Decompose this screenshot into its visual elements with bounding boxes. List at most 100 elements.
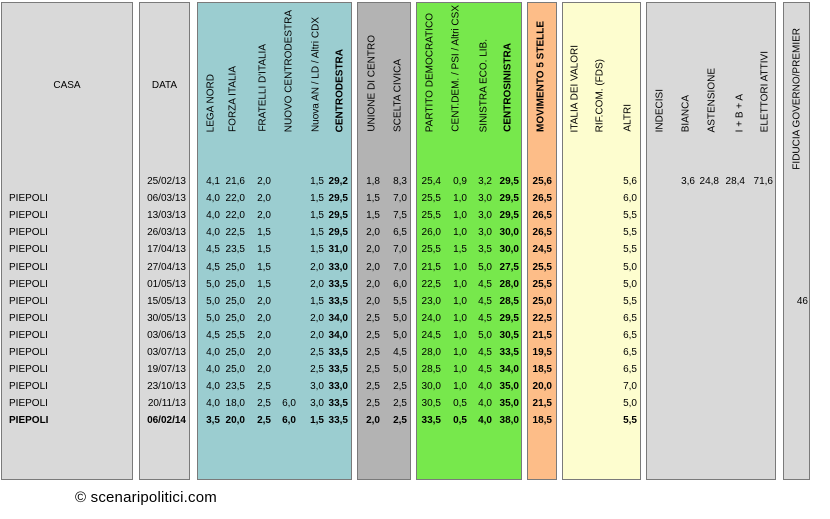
header-data: DATA xyxy=(151,80,178,91)
cell-cdx: 34,0 xyxy=(328,329,348,341)
cell-udc: 2,5 xyxy=(366,398,380,410)
cell-fdi: 2,0 xyxy=(257,176,271,187)
table-row: PIEPOLI 30/05/13 5,0 25,0 2,0 2,0 34,0 2,5 5,0 24… xyxy=(0,311,830,328)
cell-cd: 1,0 xyxy=(453,278,467,290)
cell-sc: 7,0 xyxy=(393,261,407,273)
header-fdi: FRATELLI D'ITALIA xyxy=(257,44,269,132)
cell-casa: PIEPOLI xyxy=(9,415,49,427)
cell-sc: 5,0 xyxy=(393,364,407,376)
header-idv: ITALIA DEI VALORI xyxy=(569,44,581,132)
cell-altri: 5,5 xyxy=(623,415,637,427)
panel-centro xyxy=(357,2,411,480)
cell-fdi: 2,0 xyxy=(257,329,271,341)
cell-cdx: 33,0 xyxy=(328,381,348,393)
cell-csx: 35,0 xyxy=(499,381,519,393)
cell-an: 2,0 xyxy=(310,278,324,290)
cell-lega: 5,0 xyxy=(206,295,220,307)
cell-pd: 28,5 xyxy=(421,364,441,376)
cell-udc: 2,0 xyxy=(366,278,380,290)
cell-sc: 2,5 xyxy=(393,381,407,393)
table-row: PIEPOLI 06/03/13 4,0 22,0 2,0 1,5 29,5 1,5 7,0 25… xyxy=(0,191,830,208)
cell-m5s: 25,0 xyxy=(532,295,552,307)
panel-centrosinistra xyxy=(416,2,522,480)
cell-udc: 2,5 xyxy=(366,364,380,376)
header-cd: CENT.DEM. / PSI / Altri CSX xyxy=(450,5,462,132)
cell-sel: 4,0 xyxy=(478,415,492,427)
panel-casa xyxy=(1,2,133,480)
cell-fi: 23,5 xyxy=(225,244,245,256)
panel-fiducia xyxy=(783,2,810,480)
cell-altri: 5,5 xyxy=(623,210,637,222)
table-row: PIEPOLI 23/10/13 4,0 23,5 2,5 3,0 33,0 2,5 2,5 30… xyxy=(0,379,830,396)
cell-sc: 5,0 xyxy=(393,312,407,324)
table-row: PIEPOLI 27/04/13 4,5 25,0 1,5 2,0 33,0 2,0 7,0 21… xyxy=(0,260,830,277)
cell-lega: 4,0 xyxy=(206,193,220,205)
header-bianca: BIANCA xyxy=(680,94,692,132)
cell-fi: 25,0 xyxy=(225,347,245,358)
cell-data: 30/05/13 xyxy=(147,312,186,324)
cell-pd: 24,0 xyxy=(421,312,441,324)
cell-csx: 29,5 xyxy=(499,176,519,187)
cell-csx: 34,0 xyxy=(499,364,519,376)
cell-cdx: 33,5 xyxy=(328,278,348,290)
cell-csx: 29,5 xyxy=(499,210,519,222)
cell-fdi: 2,0 xyxy=(257,312,271,324)
cell-cdx: 29,5 xyxy=(328,227,348,239)
cell-sel: 4,0 xyxy=(478,381,492,393)
cell-udc: 1,8 xyxy=(366,176,380,187)
cell-fi: 22,0 xyxy=(225,210,245,222)
cell-fdi: 2,0 xyxy=(257,295,271,307)
cell-ncd: 6,0 xyxy=(282,415,296,427)
cell-altri: 5,6 xyxy=(623,176,637,187)
cell-sel: 4,5 xyxy=(478,347,492,358)
cell-fdi: 2,0 xyxy=(257,210,271,222)
cell-udc: 1,5 xyxy=(366,210,380,222)
cell-sel: 4,0 xyxy=(478,398,492,410)
cell-lega: 5,0 xyxy=(206,312,220,324)
cell-pd: 28,0 xyxy=(421,347,441,358)
cell-cdx: 29,5 xyxy=(328,193,348,205)
table-row: PIEPOLI 13/03/13 4,0 22,0 2,0 1,5 29,5 1,5 7,5 25… xyxy=(0,208,830,225)
cell-sc: 7,0 xyxy=(393,244,407,256)
cell-fdi: 2,5 xyxy=(257,381,271,393)
cell-m5s: 20,0 xyxy=(532,381,552,393)
cell-sc: 5,5 xyxy=(393,295,407,307)
cell-altri: 5,0 xyxy=(623,261,637,273)
cell-csx: 30,5 xyxy=(499,329,519,341)
cell-m5s: 25,5 xyxy=(532,261,552,273)
cell-udc: 2,0 xyxy=(366,295,380,307)
header-fi: FORZA ITALIA xyxy=(227,66,239,132)
header-elett: ELETTORI ATTIVI xyxy=(759,50,771,132)
cell-sel: 4,5 xyxy=(478,312,492,324)
cell-pd: 30,0 xyxy=(421,381,441,393)
cell-udc: 2,0 xyxy=(366,227,380,239)
cell-pd: 33,5 xyxy=(421,415,441,427)
cell-cd: 1,0 xyxy=(453,312,467,324)
cell-m5s: 21,5 xyxy=(532,398,552,410)
cell-data: 06/02/14 xyxy=(147,415,186,427)
cell-altri: 6,5 xyxy=(623,347,637,358)
cell-cd: 1,0 xyxy=(453,347,467,358)
cell-an: 1,5 xyxy=(310,244,324,256)
header-cdx: CENTRODESTRA xyxy=(334,48,346,132)
cell-casa: PIEPOLI xyxy=(9,347,48,358)
cell-pd: 25,4 xyxy=(421,176,441,187)
cell-pd: 22,5 xyxy=(421,278,441,290)
cell-cdx: 33,5 xyxy=(328,415,348,427)
cell-casa: PIEPOLI xyxy=(9,261,48,273)
cell-csx: 30,0 xyxy=(499,227,519,239)
cell-altri: 5,0 xyxy=(623,278,637,290)
cell-m5s: 26,5 xyxy=(532,227,552,239)
cell-lega: 4,5 xyxy=(206,244,220,256)
cell-udc: 2,0 xyxy=(366,244,380,256)
cell-an: 1,5 xyxy=(310,227,324,239)
header-altri: ALTRI xyxy=(622,104,634,132)
cell-m5s: 26,5 xyxy=(532,193,552,205)
cell-sc: 7,5 xyxy=(393,210,407,222)
cell-casa: PIEPOLI xyxy=(9,193,48,205)
cell-cd: 1,0 xyxy=(453,295,467,307)
cell-asten: 24,8 xyxy=(699,176,719,187)
cell-pd: 24,5 xyxy=(421,329,441,341)
cell-cd: 1,0 xyxy=(453,227,467,239)
cell-an: 1,5 xyxy=(310,295,324,307)
